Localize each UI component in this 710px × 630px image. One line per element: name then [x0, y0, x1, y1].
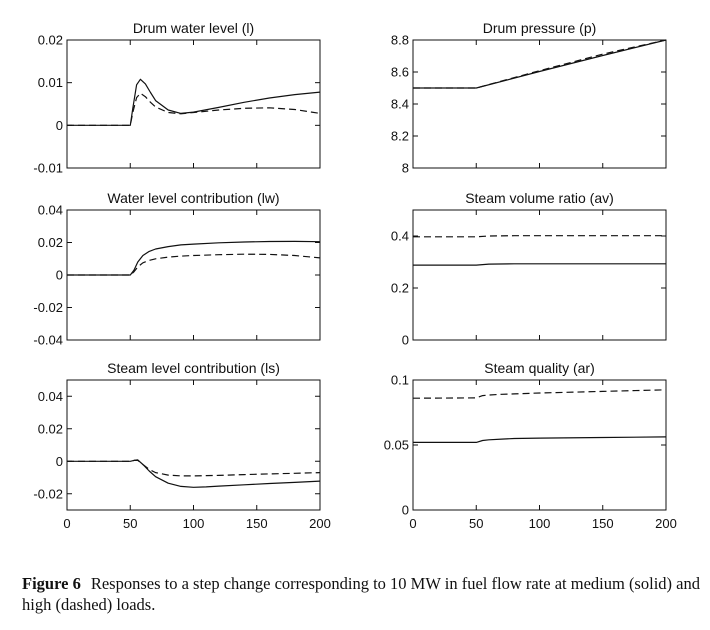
- panel-title: Drum pressure (p): [483, 20, 597, 36]
- y-tick-label: 0: [56, 118, 63, 133]
- y-tick-label: 0.01: [38, 75, 63, 90]
- axes-frame: [412, 379, 667, 511]
- series-line-solid: [413, 39, 667, 89]
- panel-title: Steam quality (ar): [484, 360, 594, 376]
- y-tick-label: -0.01: [33, 161, 63, 176]
- axes-frame: [412, 209, 667, 341]
- y-tick-label: 0.1: [391, 373, 409, 388]
- axes-frame: [66, 39, 321, 169]
- y-tick-label: 8.4: [391, 97, 409, 112]
- panel-steam-level-contribution-ls: Steam level contribution (ls)-0.0200.020…: [33, 360, 330, 531]
- series-line-solid: [413, 436, 667, 443]
- y-tick-label: 0.05: [384, 438, 409, 453]
- series-line-solid: [67, 240, 321, 276]
- series-line-solid: [413, 263, 666, 266]
- y-tick-label: 0: [402, 503, 409, 518]
- x-tick-label: 200: [309, 516, 331, 531]
- x-tick-label: 50: [123, 516, 137, 531]
- panel-title: Steam level contribution (ls): [107, 360, 280, 376]
- y-tick-label: 0.4: [391, 229, 409, 244]
- panel-steam-volume-ratio-av: Steam volume ratio (av) 0 0.2 0.4: [391, 190, 667, 348]
- axes-frame: [412, 39, 667, 169]
- series-line-dashed: [67, 459, 321, 477]
- y-tick-label: 8.8: [391, 33, 409, 48]
- y-tick-label: 8.2: [391, 129, 409, 144]
- y-tick-label: 0.04: [38, 203, 63, 218]
- series-line-dashed: [67, 253, 321, 276]
- caption-label: Figure 6: [22, 574, 81, 593]
- panel-title: Drum water level (l): [133, 20, 254, 36]
- figure-panels: Drum water level (l) -0.01 0 0.01 0.02 Drum p…: [33, 20, 677, 531]
- y-tick-label: 0.02: [38, 235, 63, 250]
- y-tick-label: 0: [56, 268, 63, 283]
- y-tick-label: 8.6: [391, 65, 409, 80]
- caption-text: Responses to a step change corresponding…: [22, 574, 700, 614]
- series-line-solid: [67, 78, 321, 126]
- series-line-dashed: [413, 39, 667, 89]
- y-tick-label: -0.02: [33, 300, 63, 315]
- x-tick-label: 150: [246, 516, 268, 531]
- x-tick-label: 0: [63, 516, 70, 531]
- y-tick-label: -0.02: [33, 486, 63, 501]
- series-line-dashed: [67, 92, 321, 126]
- series-line-dashed: [413, 235, 666, 238]
- y-tick-label: 0.02: [38, 33, 63, 48]
- series-line-solid: [67, 459, 321, 488]
- y-tick-label: 8: [402, 161, 409, 176]
- panel-drum-water-level-l: Drum water level (l) -0.01 0 0.01 0.02: [33, 20, 321, 176]
- panel-water-level-contribution-lw: Water level contribution (lw) -0.04 -0.02 0…: [33, 190, 321, 348]
- x-tick-label: 100: [183, 516, 205, 531]
- axes-frame: [66, 379, 321, 511]
- y-tick-label: 0.02: [38, 421, 63, 436]
- panel-drum-pressure-p: Drum pressure (p) 8 8.2 8.4 8.6 8.8: [391, 20, 667, 176]
- series-line-dashed: [412, 389, 667, 399]
- panel-steam-quality-ar: Steam quality (ar) 0 0.05 0.1 0 50 100 150 200: [384, 360, 677, 531]
- x-tick-label: 50: [469, 516, 483, 531]
- y-tick-label: 0.04: [38, 389, 63, 404]
- x-tick-label: 0: [409, 516, 416, 531]
- x-tick-label: 150: [592, 516, 614, 531]
- panel-title: Steam volume ratio (av): [465, 190, 614, 206]
- y-tick-label: -0.04: [33, 333, 63, 348]
- figure-caption: Figure 6 Responses to a step change corre…: [22, 573, 702, 615]
- x-tick-label: 100: [529, 516, 551, 531]
- x-tick-label: 200: [655, 516, 677, 531]
- y-tick-label: 0: [402, 333, 409, 348]
- panel-title: Water level contribution (lw): [107, 190, 279, 206]
- y-tick-label: 0: [56, 454, 63, 469]
- y-tick-label: 0.2: [391, 281, 409, 296]
